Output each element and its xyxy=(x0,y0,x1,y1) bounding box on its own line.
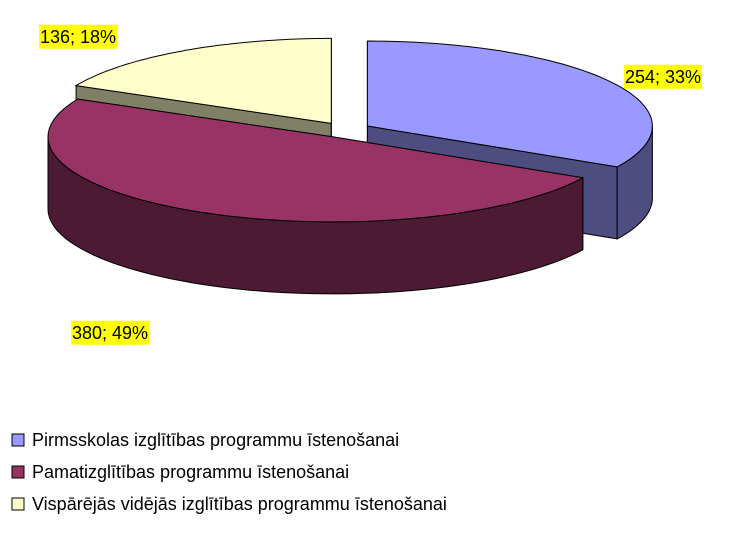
data-label-bg xyxy=(624,64,703,89)
legend-label: Pamatizglītības programmu īstenošanai xyxy=(32,462,349,482)
slice-top xyxy=(74,37,332,124)
data-label: 254; 33% xyxy=(625,67,701,87)
data-label: 380; 49% xyxy=(72,323,148,343)
data-label: 136; 18% xyxy=(40,27,116,47)
legend-swatch xyxy=(11,465,25,479)
data-label-bg xyxy=(71,320,150,345)
slice-top xyxy=(366,40,653,168)
data-label-bg xyxy=(39,24,118,49)
slice-top xyxy=(47,98,585,223)
legend-swatch xyxy=(11,433,25,447)
slice xyxy=(47,98,585,295)
legend-label: Pirmsskolas izglītības programmu īstenoš… xyxy=(32,430,399,450)
legend-label: Vispārējās vidējās izglītības programmu … xyxy=(32,494,447,514)
legend-swatch xyxy=(11,497,25,511)
